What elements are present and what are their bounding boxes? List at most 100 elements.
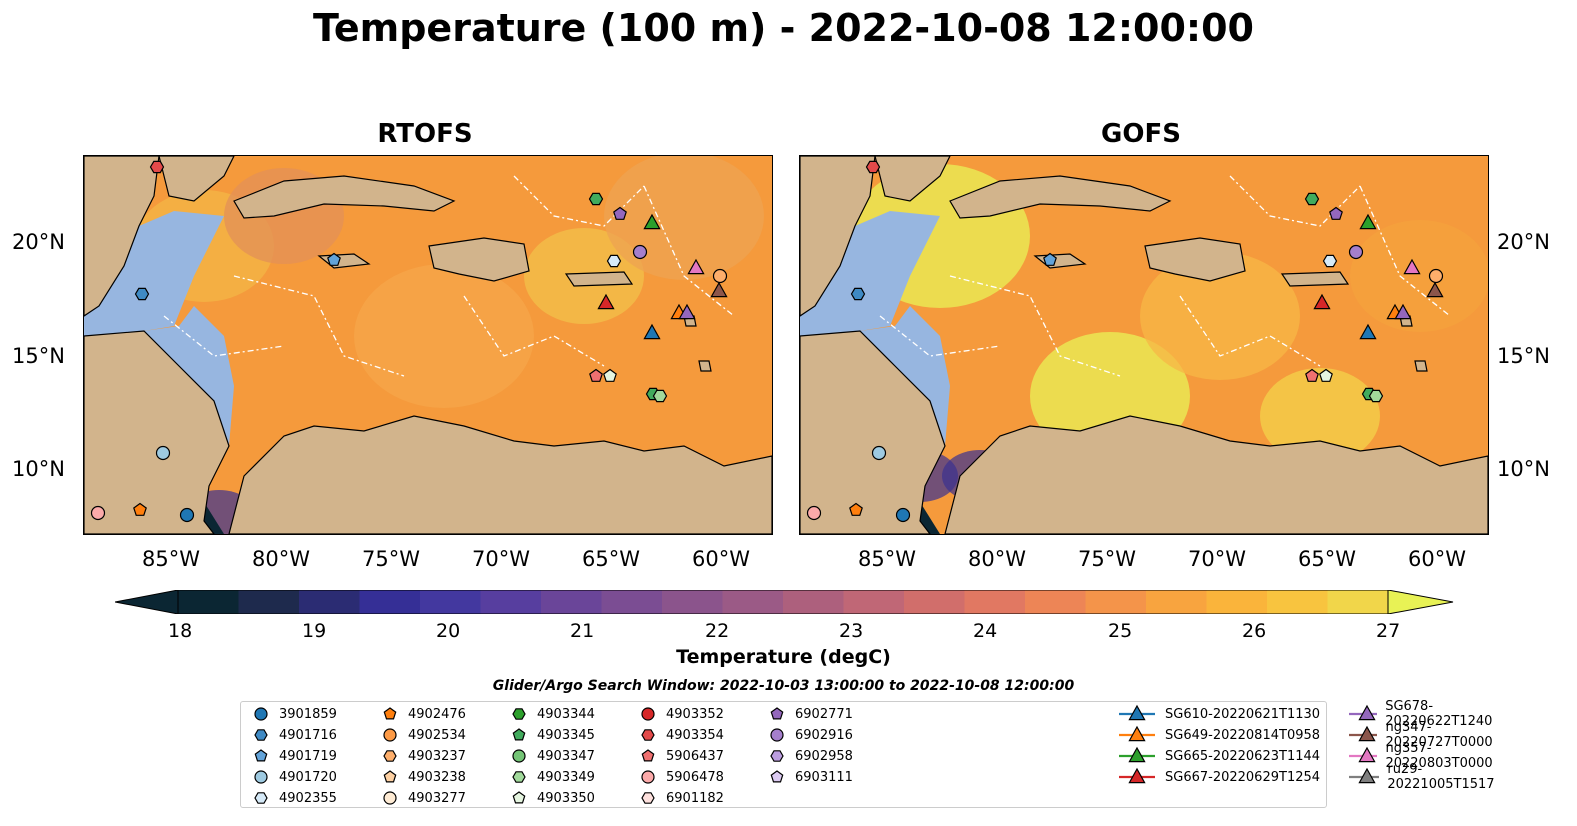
pentagon-icon — [641, 749, 655, 762]
boundary-line — [1359, 185, 1451, 317]
legend-label: 4903345 — [537, 727, 595, 743]
marker-argo-6902771 — [1329, 206, 1343, 220]
boundary-line — [233, 275, 405, 377]
x-tick-label: 75°W — [362, 547, 420, 571]
legend-item: 5906437 — [638, 746, 724, 766]
land-mass — [1144, 237, 1246, 282]
colorbar-tick: 26 — [1242, 620, 1267, 642]
land-mass — [800, 330, 946, 534]
marker-argo-4903345 — [588, 192, 604, 206]
legend-label: ng347-20220727T0000 — [1385, 720, 1493, 750]
legend-marker — [1358, 746, 1376, 763]
legend-item: 4902476 — [380, 704, 466, 724]
marker-argo-5906437 — [589, 368, 603, 382]
marker-argo-4903354 — [149, 160, 165, 174]
land-mass — [564, 271, 634, 287]
legend: 3901859 4901716 4901719 4901720 4902355 49024… — [240, 699, 1495, 808]
legend-item: 4902355 — [251, 788, 337, 808]
circle-icon — [770, 728, 784, 742]
legend-marker — [1128, 725, 1146, 742]
legend-label: 4901719 — [279, 748, 337, 764]
legend-marker — [383, 770, 397, 783]
rtofs-panel-title: RTOFS — [377, 119, 473, 149]
colorbar-segment — [1025, 590, 1086, 614]
legend-item: 6902916 — [767, 725, 853, 745]
legend-marker — [383, 728, 397, 742]
marker-argo-6902916 — [632, 244, 648, 260]
land-mass — [1414, 360, 1428, 372]
legend-marker — [1128, 767, 1146, 784]
legend-marker — [512, 749, 526, 763]
x-tick-label: 75°W — [1078, 547, 1136, 571]
marker-glider-sg678 — [1394, 303, 1412, 320]
marker-argo-5906478 — [90, 505, 106, 521]
gofs-panel-title: GOFS — [1101, 119, 1181, 149]
legend-label: 6903111 — [795, 769, 853, 785]
legend-label: ng357-20220803T0000 — [1385, 741, 1493, 771]
y-tick-label: 20°N — [12, 230, 65, 254]
marker-glider-sg667 — [1313, 293, 1331, 310]
boundary-line — [1229, 175, 1361, 227]
colorbar-tick: 27 — [1376, 620, 1401, 642]
legend-label: 4903347 — [537, 748, 595, 764]
figure-title: Temperature (100 m) - 2022-10-08 12:00:0… — [312, 6, 1254, 50]
legend-item: ng357-20220803T0000 — [1347, 741, 1502, 771]
shelf-area — [800, 211, 940, 336]
gofs-map — [799, 155, 1489, 535]
legend-marker — [512, 728, 526, 741]
pentagon-icon — [512, 728, 526, 741]
colorbar-segment — [1146, 590, 1207, 614]
colorbar-segment — [541, 590, 602, 614]
legend-marker — [1128, 746, 1146, 763]
legend-label: 6901182 — [666, 790, 724, 806]
land-mass — [949, 175, 1172, 219]
colorbar-tick: 25 — [1108, 620, 1133, 642]
legend-marker — [1358, 725, 1376, 742]
legend-marker — [254, 729, 268, 741]
colorbar-segment — [420, 590, 481, 614]
triangle-icon — [1119, 704, 1155, 721]
legend-item: 4903238 — [380, 767, 466, 787]
legend-label: 5906437 — [666, 748, 724, 764]
colorbar-tick: 23 — [839, 620, 864, 642]
land-mass — [1280, 271, 1350, 287]
colorbar-tick: 19 — [302, 620, 327, 642]
pentagon-icon — [512, 791, 526, 804]
colorbar-tick: 22 — [705, 620, 730, 642]
land-mass — [233, 175, 456, 219]
marker-glider-ng357 — [687, 258, 705, 275]
colorbar-segment — [1085, 590, 1147, 614]
colorbar-segment — [238, 590, 300, 614]
pentagon-icon — [383, 770, 397, 783]
marker-glider-sg665 — [1359, 213, 1377, 230]
legend-label: 5906478 — [666, 769, 724, 785]
legend-label: SG610-20220621T1130 — [1165, 706, 1321, 722]
legend-item: 4903345 — [509, 725, 595, 745]
legend-item: ru29-20221005T1517 — [1347, 762, 1502, 792]
legend-label: 4903349 — [537, 769, 595, 785]
legend-item: 4901719 — [251, 746, 337, 766]
marker-argo-3901859 — [895, 507, 911, 523]
marker-argo-4903350 — [603, 368, 617, 382]
hexagon-icon — [641, 792, 655, 804]
marker-argo-4903345 — [1304, 192, 1320, 206]
legend-item: 4903352 — [638, 704, 724, 724]
legend-item: SG610-20220621T1130 — [1117, 704, 1320, 724]
colorbar — [115, 590, 1454, 614]
marker-argo-4901716 — [134, 287, 150, 301]
hexagon-icon — [512, 771, 526, 783]
y-tick-label: 10°N — [1497, 457, 1550, 481]
triangle-icon — [1119, 725, 1155, 742]
legend-item: 6902771 — [767, 704, 853, 724]
circle-icon — [254, 707, 268, 721]
boundary-line — [513, 175, 645, 227]
marker-argo-4903237-circ — [1428, 268, 1444, 284]
y-tick-label: 15°N — [1497, 344, 1550, 368]
legend-marker — [383, 707, 397, 720]
marker-argo-4901720 — [871, 445, 887, 461]
colorbar-segment — [178, 590, 239, 614]
marker-argo-4901716 — [850, 287, 866, 301]
boundary-line — [949, 275, 1121, 377]
legend-marker — [641, 792, 655, 804]
colorbar-segment — [1267, 590, 1328, 614]
